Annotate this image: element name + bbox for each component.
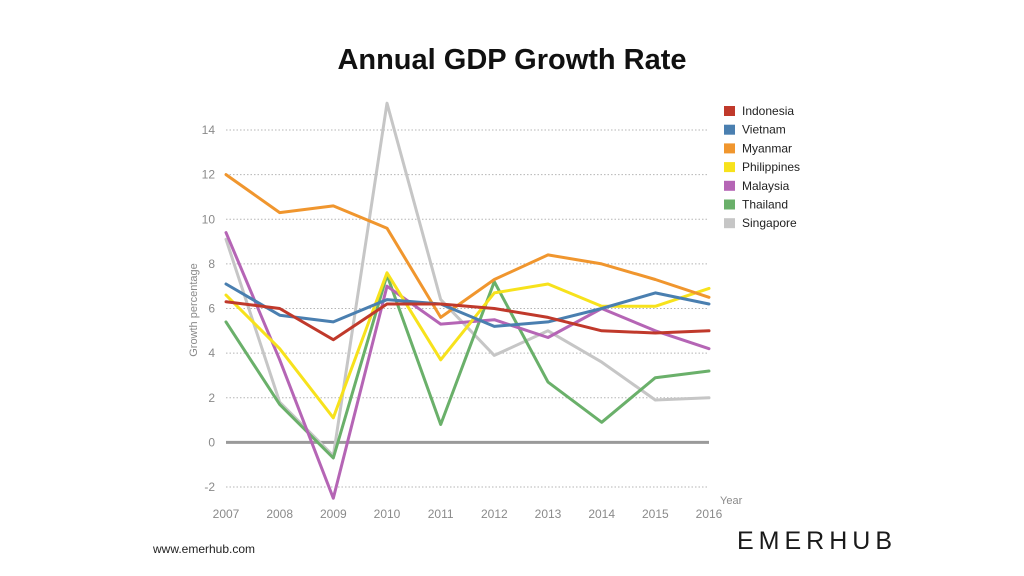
y-axis-ticks: -2 0 2 4 6 8 10 12 14 [202,123,216,494]
legend-swatch-myanmar [724,143,735,154]
legend-swatch-philippines [724,162,735,173]
y-tick-label: -2 [204,480,215,494]
x-tick-label: 2008 [266,507,293,521]
series-line-vietnam [224,282,711,328]
x-axis-ticks: 2007 2008 2009 2010 2011 2012 2013 2014 2015 2016 [213,507,723,521]
y-tick-label: 2 [208,391,215,405]
x-tick-label: 2010 [374,507,401,521]
legend-label-singapore: Singapore [742,216,797,230]
x-tick-label: 2016 [696,507,723,521]
legend-swatch-vietnam [724,124,735,135]
x-tick-label: 2013 [535,507,562,521]
y-tick-label: 12 [202,168,216,182]
legend-label-vietnam: Vietnam [742,123,786,137]
legend: Indonesia Vietnam Myanmar Philippines Malays… [724,104,800,230]
legend-label-myanmar: Myanmar [742,141,792,155]
series-lines [224,101,711,500]
y-tick-label: 6 [208,302,215,316]
series-line-singapore [224,101,711,458]
y-tick-label: 10 [202,212,216,226]
legend-swatch-malaysia [724,180,735,191]
series-line-malaysia [224,231,711,500]
series-line-thailand [224,273,711,460]
x-tick-label: 2009 [320,507,347,521]
legend-swatch-indonesia [724,106,735,116]
website-url: www.emerhub.com [153,542,256,556]
grid-lines [226,129,709,488]
y-tick-label: 14 [202,123,216,137]
x-tick-label: 2012 [481,507,508,521]
x-tick-label: 2011 [428,507,454,521]
series-line-myanmar [224,173,711,319]
y-axis-title: Growth percentage [188,263,200,357]
legend-swatch-thailand [724,199,735,210]
y-tick-label: 8 [208,257,215,271]
x-tick-label: 2015 [642,507,669,521]
y-tick-label: 4 [208,346,215,360]
legend-label-indonesia: Indonesia [742,104,794,118]
legend-label-philippines: Philippines [742,160,800,174]
series-line-indonesia [224,300,711,342]
legend-label-malaysia: Malaysia [742,179,790,193]
legend-swatch-singapore [724,218,735,229]
x-axis-title: Year [720,495,743,507]
legend-label-thailand: Thailand [742,198,788,212]
series-line-philippines [224,271,711,420]
brand-logo: EMERHUB [737,527,898,555]
chart-title: Annual GDP Growth Rate [337,44,687,76]
x-tick-label: 2007 [213,507,240,521]
x-tick-label: 2014 [588,507,615,521]
y-tick-label: 0 [208,435,215,449]
